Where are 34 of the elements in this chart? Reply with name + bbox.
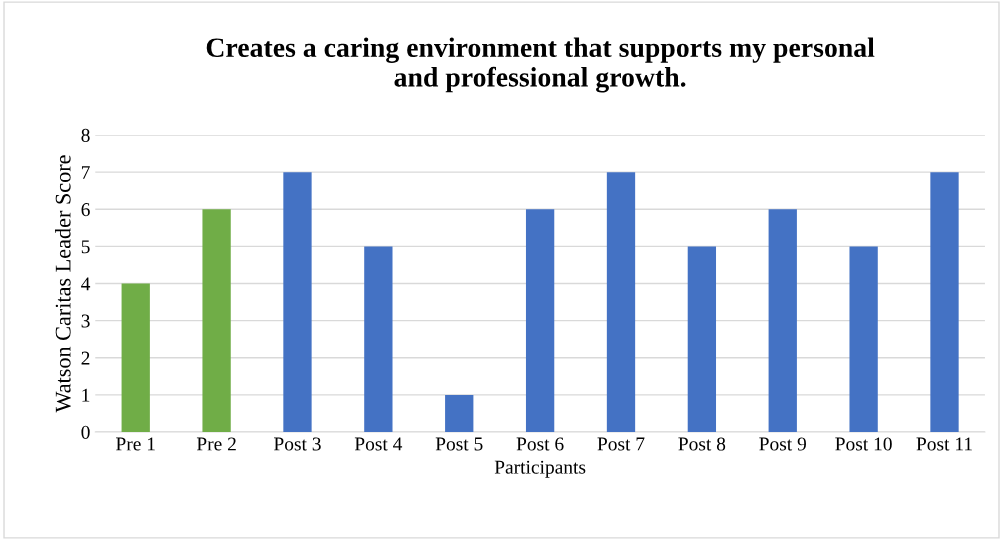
bar — [445, 394, 474, 432]
bar — [687, 246, 717, 432]
bar — [930, 172, 959, 432]
x-tick-label: Post 8 — [678, 437, 726, 451]
y-tick-label: 6 — [81, 203, 90, 217]
y-tick-label: 3 — [81, 314, 90, 328]
y-tick-label: 8 — [81, 128, 90, 142]
y-tick-label: 2 — [81, 351, 90, 365]
bar — [768, 209, 797, 432]
y-tick-label: 0 — [81, 425, 90, 439]
y-tick-label: 1 — [82, 388, 90, 402]
bar — [606, 172, 636, 432]
x-tick-label: Post 9 — [759, 437, 806, 451]
x-tick-label: Pre 2 — [196, 437, 236, 451]
x-tick-label: Post 5 — [435, 437, 483, 451]
x-tick-label: Post 10 — [835, 437, 892, 451]
x-axis-title: Participants — [494, 460, 586, 478]
bar — [202, 209, 231, 432]
x-tick-label: Post 6 — [516, 437, 564, 451]
x-tick-label: Post 11 — [916, 437, 972, 451]
y-tick-label: 7 — [81, 166, 90, 179]
x-tick-label: Pre 1 — [116, 437, 155, 451]
x-tick-label: Post 7 — [597, 437, 645, 451]
y-axis-title: Watson Caritas Leader Score — [54, 155, 71, 413]
bar — [364, 246, 393, 432]
bar — [849, 246, 878, 432]
bar — [283, 172, 312, 432]
x-tick-label: Post 4 — [354, 437, 403, 451]
y-tick-label: 4 — [81, 277, 91, 291]
bar — [525, 209, 555, 432]
bar — [121, 283, 150, 432]
y-tick-label: 5 — [81, 240, 90, 254]
x-tick-label: Post 3 — [274, 437, 321, 451]
chart-title: Creates a caring environment that supports my personal and professional growth. — [206, 37, 875, 93]
